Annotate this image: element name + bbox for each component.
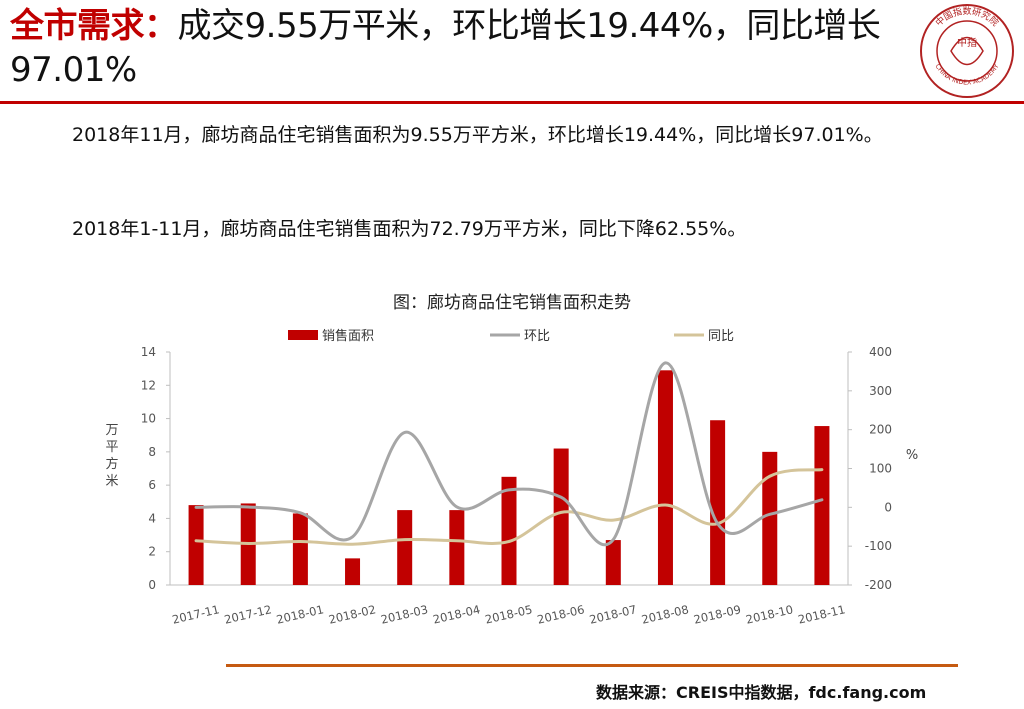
y-axis-label-right: % (906, 448, 918, 463)
x-tick-label: 2018-01 (275, 602, 325, 626)
bar-sales-area (449, 510, 465, 585)
right-tick-label: -200 (865, 578, 892, 592)
bar-sales-area (553, 448, 569, 585)
left-tick-label: 4 (148, 511, 156, 525)
x-tick-label: 2018-11 (797, 602, 847, 626)
slide-title: 全市需求：成交9.55万平米，环比增长19.44%，同比增长97.01% (10, 4, 910, 92)
title-rest: 成交9.55万平米，环比增长19.44%，同比增长97.01% (10, 6, 881, 90)
footer-divider (226, 664, 958, 667)
right-tick-label: -100 (865, 539, 892, 553)
chart-title: 图：廊坊商品住宅销售面积走势 (393, 293, 631, 313)
y-axis-label-left: 万平方米 (105, 423, 118, 489)
bar-sales-area (292, 513, 308, 585)
left-tick-label: 12 (141, 378, 156, 392)
x-tick-label: 2017-11 (171, 602, 221, 626)
title-divider (0, 101, 1024, 104)
x-tick-label: 2018-04 (432, 602, 482, 626)
paragraph-monthly: 2018年11月，廊坊商品住宅销售面积为9.55万平方米，环比增长19.44%，… (72, 124, 883, 146)
legend-label: 同比 (708, 329, 734, 344)
line-mom-change (194, 361, 824, 547)
bar-sales-area (501, 476, 517, 585)
bar-sales-area (762, 451, 778, 585)
svg-text:中国指数研究院: 中国指数研究院 (933, 5, 1001, 29)
x-tick-label: 2018-08 (640, 602, 690, 626)
legend-label: 销售面积 (322, 328, 374, 344)
bar-sales-area (814, 426, 830, 585)
paragraph-ytd: 2018年1-11月，廊坊商品住宅销售面积为72.79万平方米，同比下降62.5… (72, 218, 747, 240)
right-tick-label: 300 (869, 384, 892, 398)
legend-label: 环比 (524, 329, 550, 344)
left-tick-label: 2 (148, 545, 156, 559)
bar-sales-area (710, 420, 726, 585)
logo-center-text: 中指 (957, 36, 977, 49)
x-tick-label: 2018-05 (484, 602, 534, 626)
bar-sales-area (188, 505, 204, 585)
data-source: 数据来源：CREIS中指数据，fdc.fang.com (596, 683, 927, 702)
bar-sales-area (657, 370, 673, 585)
left-tick-label: 8 (148, 445, 156, 459)
x-tick-label: 2018-03 (379, 602, 429, 626)
sales-area-chart: 0 2 4 6 8 10 12 14 -200 -100 0 100 200 300 400 万平方米% 201… (105, 328, 918, 627)
legend-swatch-sales-area (288, 330, 318, 340)
right-tick-label: 0 (884, 500, 892, 514)
academy-logo-icon: 中指 中国指数研究院 CHINA INDEX ACADEMY (920, 4, 1014, 98)
title-keyword: 全市需求： (10, 6, 178, 46)
x-tick-label: 2018-10 (744, 602, 794, 626)
left-tick-label: 6 (148, 478, 156, 492)
left-tick-label: 10 (141, 412, 156, 426)
right-tick-label: 100 (869, 462, 892, 476)
x-tick-label: 2017-12 (223, 602, 273, 626)
x-tick-label: 2018-07 (588, 602, 638, 626)
x-tick-label: 2018-06 (536, 602, 586, 626)
right-tick-label: 200 (869, 423, 892, 437)
right-tick-label: 400 (869, 345, 892, 359)
bar-sales-area (397, 510, 413, 585)
logo-top-text: 中国指数研究院 (933, 5, 1001, 29)
left-tick-label: 14 (141, 345, 156, 359)
bar-sales-area (605, 540, 621, 585)
left-tick-label: 0 (148, 578, 156, 592)
logo-bottom-text: CHINA INDEX ACADEMY (934, 62, 1001, 86)
bar-sales-area (345, 558, 361, 585)
x-tick-label: 2018-09 (692, 602, 742, 626)
x-tick-label: 2018-02 (327, 602, 377, 626)
svg-text:CHINA INDEX ACADEMY: CHINA INDEX ACADEMY (934, 62, 1001, 86)
